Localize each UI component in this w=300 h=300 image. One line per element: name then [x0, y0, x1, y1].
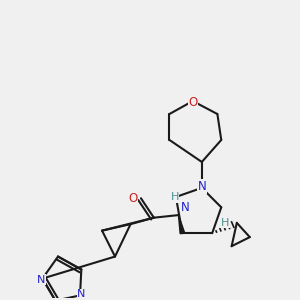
Text: N: N [37, 275, 45, 285]
Text: N: N [197, 180, 206, 193]
Text: H: H [170, 192, 179, 202]
Text: N: N [77, 289, 86, 299]
Text: O: O [128, 192, 138, 205]
Text: H: H [221, 218, 229, 228]
Polygon shape [178, 215, 184, 234]
Text: N: N [181, 201, 189, 214]
Text: O: O [188, 96, 197, 109]
